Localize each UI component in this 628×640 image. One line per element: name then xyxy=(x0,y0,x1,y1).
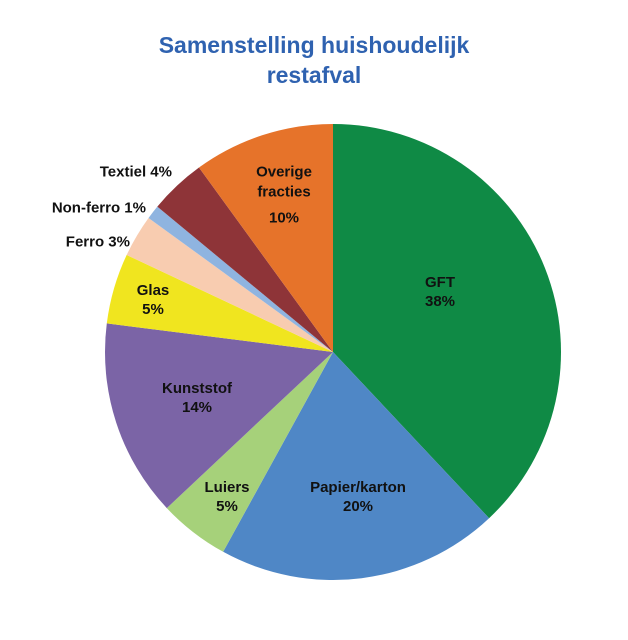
slice-papier-karton xyxy=(223,352,490,580)
title-line-2: restafval xyxy=(266,62,362,88)
label-textiel: Textiel 4% xyxy=(99,163,172,181)
slice-non-ferro xyxy=(148,206,333,352)
slice-gft xyxy=(333,124,561,519)
label-ferro: Ferro 3% xyxy=(65,233,130,251)
label-nonferro: Non-ferro 1% xyxy=(51,199,146,217)
slice-textiel xyxy=(157,167,333,352)
title-line-1: Samenstelling huishoudelijk xyxy=(158,32,470,58)
label-overige-1: Overige xyxy=(256,163,312,181)
chart-title: Samenstelling huishoudelijk restafval xyxy=(0,30,628,90)
slice-kunststof xyxy=(104,323,333,509)
label-kunststof: Kunststof 14% xyxy=(162,380,232,416)
label-luiers: Luiers 5% xyxy=(204,479,250,515)
label-overige-2: fracties xyxy=(257,183,311,201)
slice-overige-fracties xyxy=(198,124,333,352)
slice-ferro xyxy=(126,217,333,352)
slice-glas xyxy=(106,254,333,352)
label-papier: Papier/karton 20% xyxy=(310,479,406,515)
label-overige-3: 10% xyxy=(268,209,300,227)
label-gft: GFT 38% xyxy=(424,274,456,310)
label-glas: Glas 5% xyxy=(136,282,170,318)
slice-luiers xyxy=(166,352,333,552)
